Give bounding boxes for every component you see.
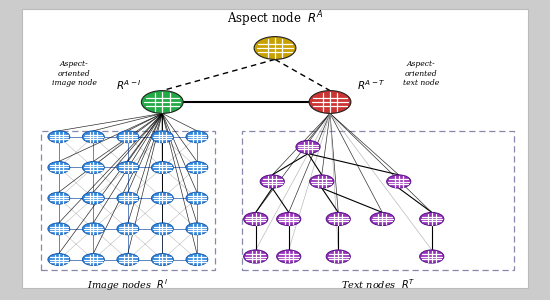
Circle shape <box>82 192 104 204</box>
FancyBboxPatch shape <box>22 9 528 288</box>
Circle shape <box>48 161 70 173</box>
Circle shape <box>296 140 320 154</box>
Text: Aspect node  $\mathit{R}^{A}$: Aspect node $\mathit{R}^{A}$ <box>227 9 323 28</box>
Text: Aspect-
oriented
image node: Aspect- oriented image node <box>52 60 97 87</box>
Circle shape <box>370 212 394 226</box>
Text: Aspect-
oriented
text node: Aspect- oriented text node <box>403 60 439 87</box>
Circle shape <box>186 131 208 143</box>
Circle shape <box>48 223 70 235</box>
Circle shape <box>420 212 444 226</box>
Circle shape <box>186 254 208 266</box>
Circle shape <box>326 250 350 263</box>
Text: Image nodes  $\mathit{R}^{I}$: Image nodes $\mathit{R}^{I}$ <box>87 278 168 293</box>
Circle shape <box>309 91 351 113</box>
Circle shape <box>151 192 173 204</box>
Circle shape <box>151 131 173 143</box>
Circle shape <box>48 192 70 204</box>
Circle shape <box>141 91 183 113</box>
Circle shape <box>48 254 70 266</box>
Circle shape <box>186 223 208 235</box>
Circle shape <box>82 131 104 143</box>
Circle shape <box>151 254 173 266</box>
Circle shape <box>244 212 268 226</box>
Circle shape <box>82 254 104 266</box>
Circle shape <box>420 250 444 263</box>
Circle shape <box>186 161 208 173</box>
Circle shape <box>326 212 350 226</box>
Circle shape <box>117 254 139 266</box>
Circle shape <box>387 175 411 188</box>
Circle shape <box>82 161 104 173</box>
Circle shape <box>117 223 139 235</box>
Circle shape <box>310 175 334 188</box>
Circle shape <box>260 175 284 188</box>
Circle shape <box>277 250 301 263</box>
Circle shape <box>151 223 173 235</box>
Circle shape <box>254 37 296 59</box>
Circle shape <box>117 131 139 143</box>
Circle shape <box>244 250 268 263</box>
Circle shape <box>151 161 173 173</box>
Text: Text nodes  $\mathit{R}^{T}$: Text nodes $\mathit{R}^{T}$ <box>341 278 415 291</box>
Text: $\mathit{R}^{A-I}$: $\mathit{R}^{A-I}$ <box>117 79 142 92</box>
Circle shape <box>48 131 70 143</box>
Circle shape <box>82 223 104 235</box>
Text: $\mathit{R}^{A-T}$: $\mathit{R}^{A-T}$ <box>357 79 386 92</box>
Circle shape <box>186 192 208 204</box>
FancyBboxPatch shape <box>41 130 214 270</box>
Circle shape <box>117 192 139 204</box>
Circle shape <box>277 212 301 226</box>
Circle shape <box>117 161 139 173</box>
FancyBboxPatch shape <box>242 130 514 270</box>
